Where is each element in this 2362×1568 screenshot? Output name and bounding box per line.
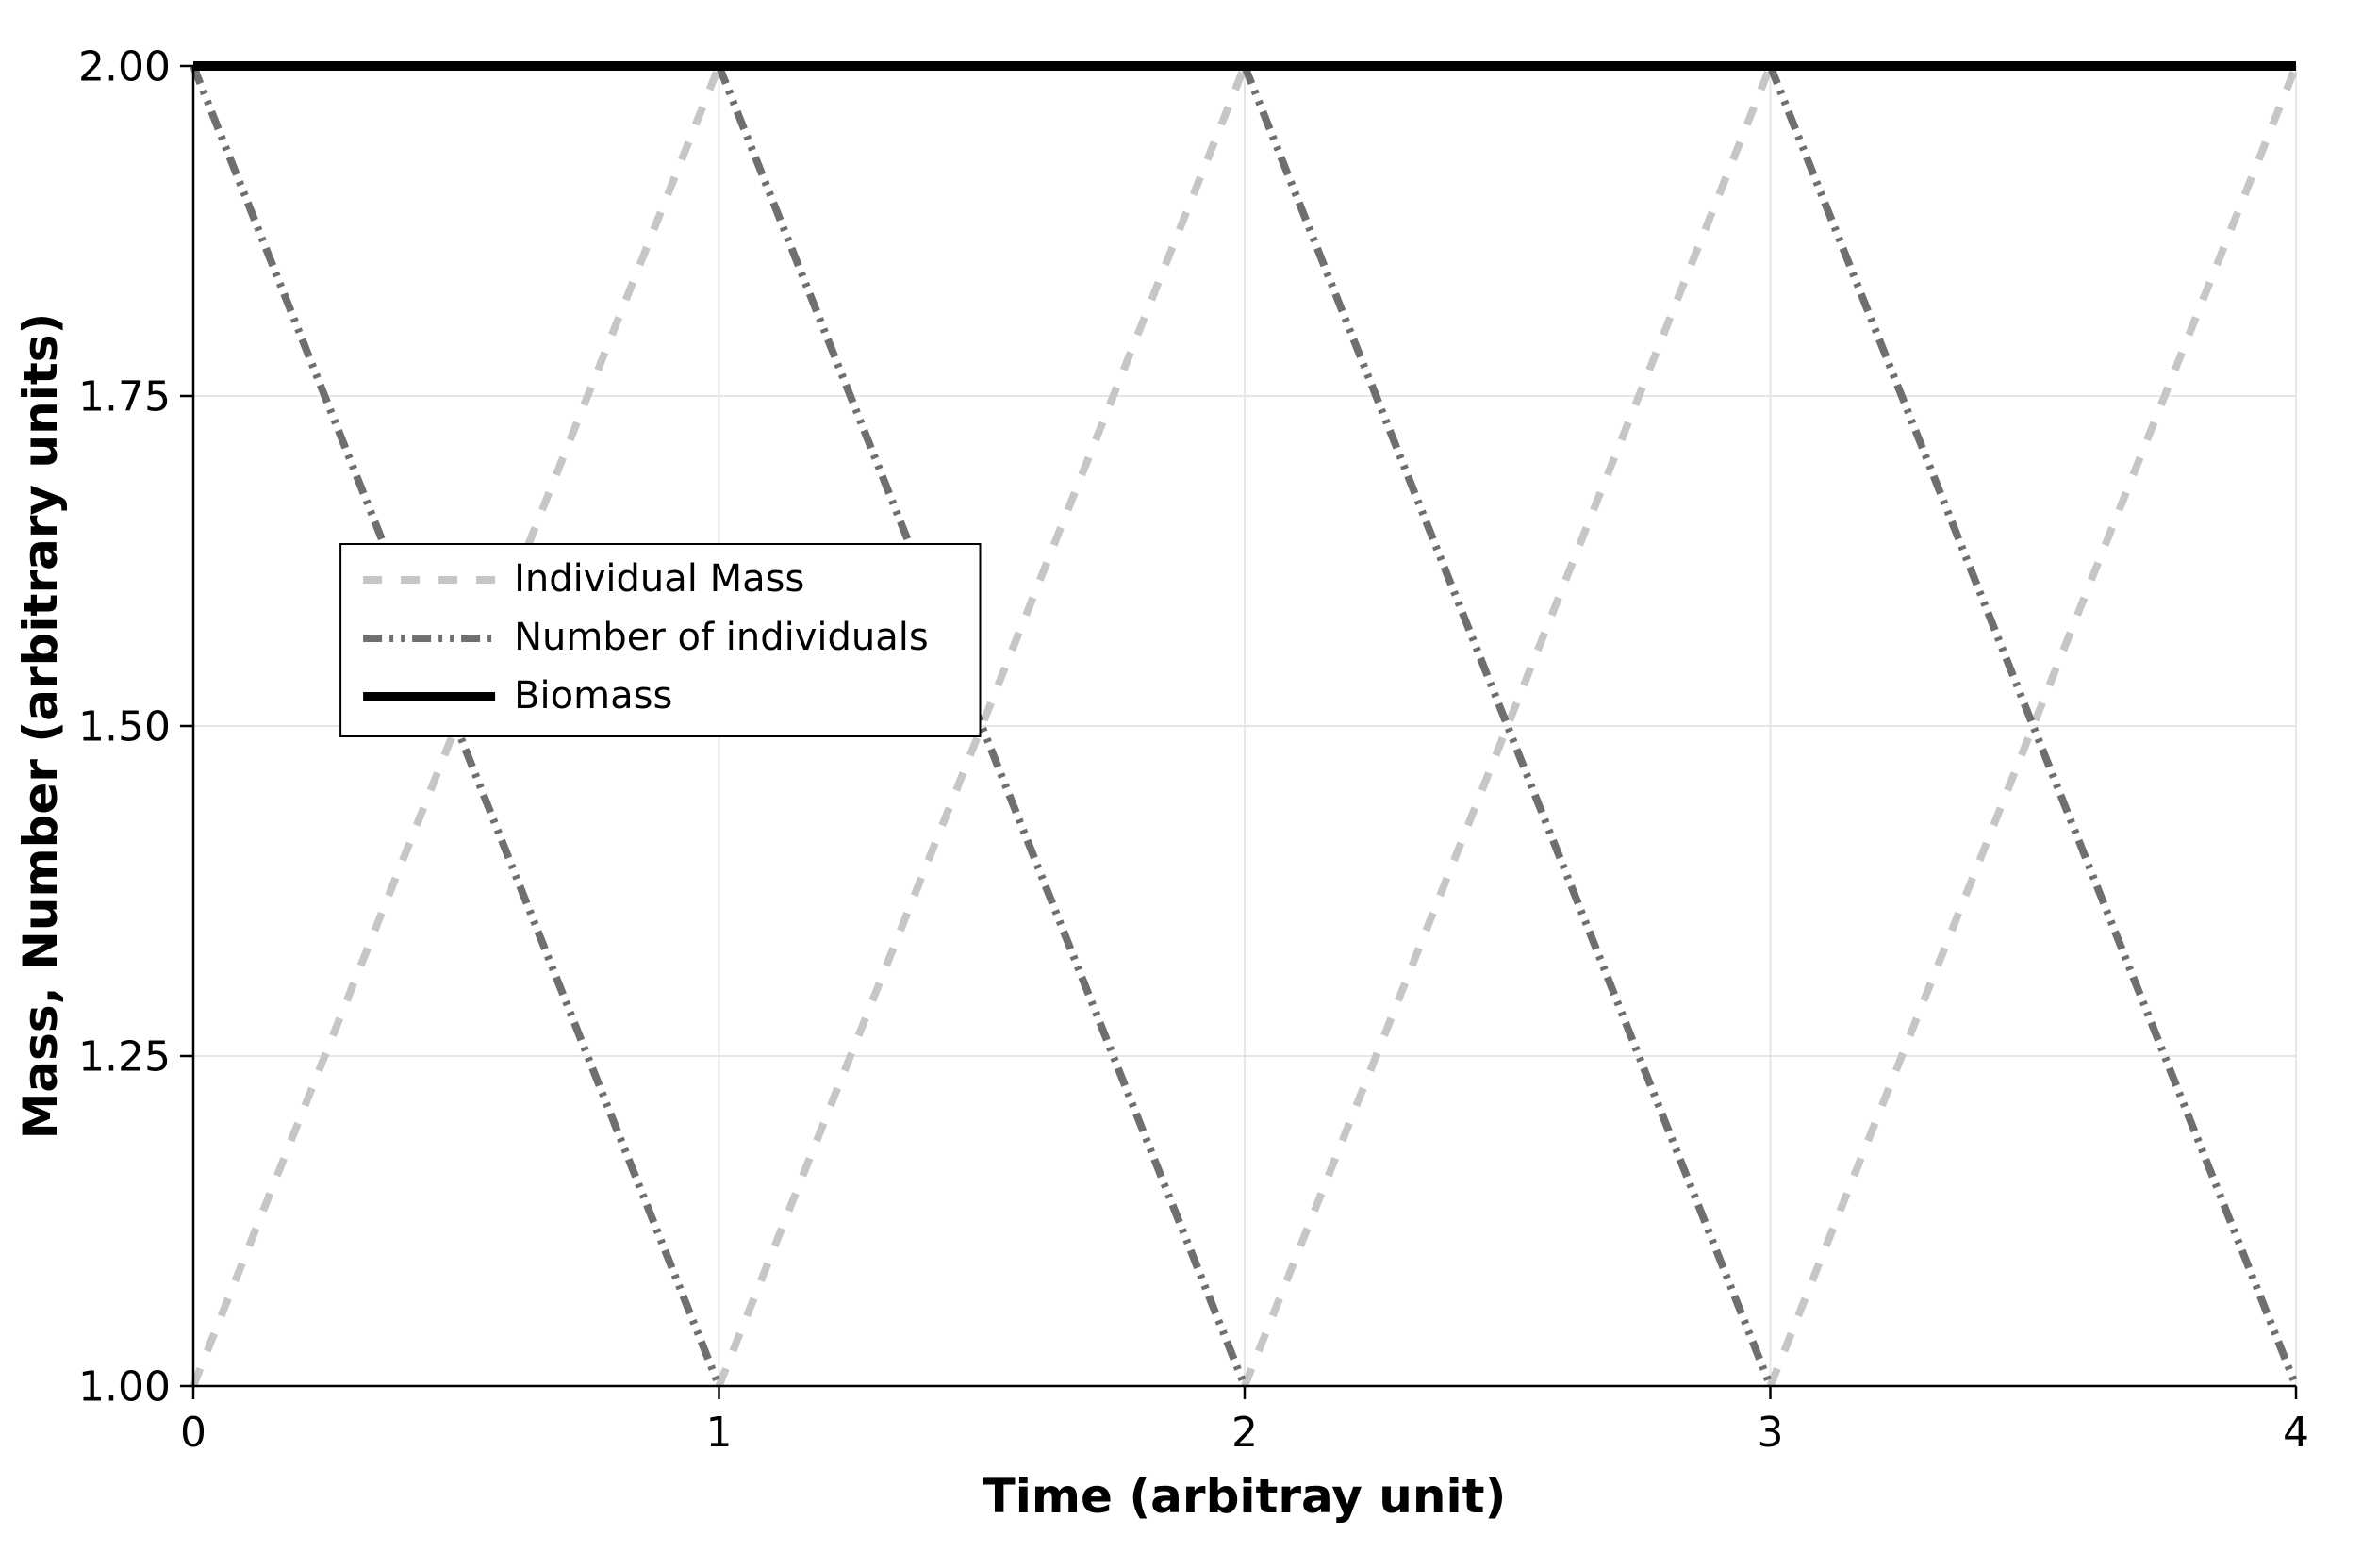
x-tick-label: 2 (1231, 1409, 1258, 1457)
x-tick-label: 4 (2283, 1409, 2309, 1457)
y-tick-label: 1.50 (78, 702, 171, 751)
y-tick-label: 1.75 (78, 372, 171, 421)
legend-label: Biomass (514, 674, 672, 718)
x-tick-label: 3 (1758, 1409, 1784, 1457)
legend-label: Individual Mass (514, 557, 804, 601)
y-tick-label: 1.25 (78, 1032, 171, 1081)
line-chart: 0 1 2 3 4 1.00 1.25 1.50 1.75 2.00 Time (arbitray … (0, 0, 2362, 1568)
x-axis-label: Time (arbitray unit) (983, 1469, 1507, 1524)
x-tick-label: 1 (706, 1409, 733, 1457)
legend-label: Number of individuals (514, 616, 929, 659)
y-tick-label: 1.00 (78, 1362, 171, 1411)
legend: Individual Mass Number of individuals Biom… (340, 544, 980, 736)
y-axis-label: Mass, Number (arbitrary units) (13, 313, 68, 1140)
x-tick-label: 0 (180, 1409, 206, 1457)
chart-container: 0 1 2 3 4 1.00 1.25 1.50 1.75 2.00 Time (arbitray … (0, 0, 2362, 1568)
y-tick-label: 2.00 (78, 42, 171, 91)
